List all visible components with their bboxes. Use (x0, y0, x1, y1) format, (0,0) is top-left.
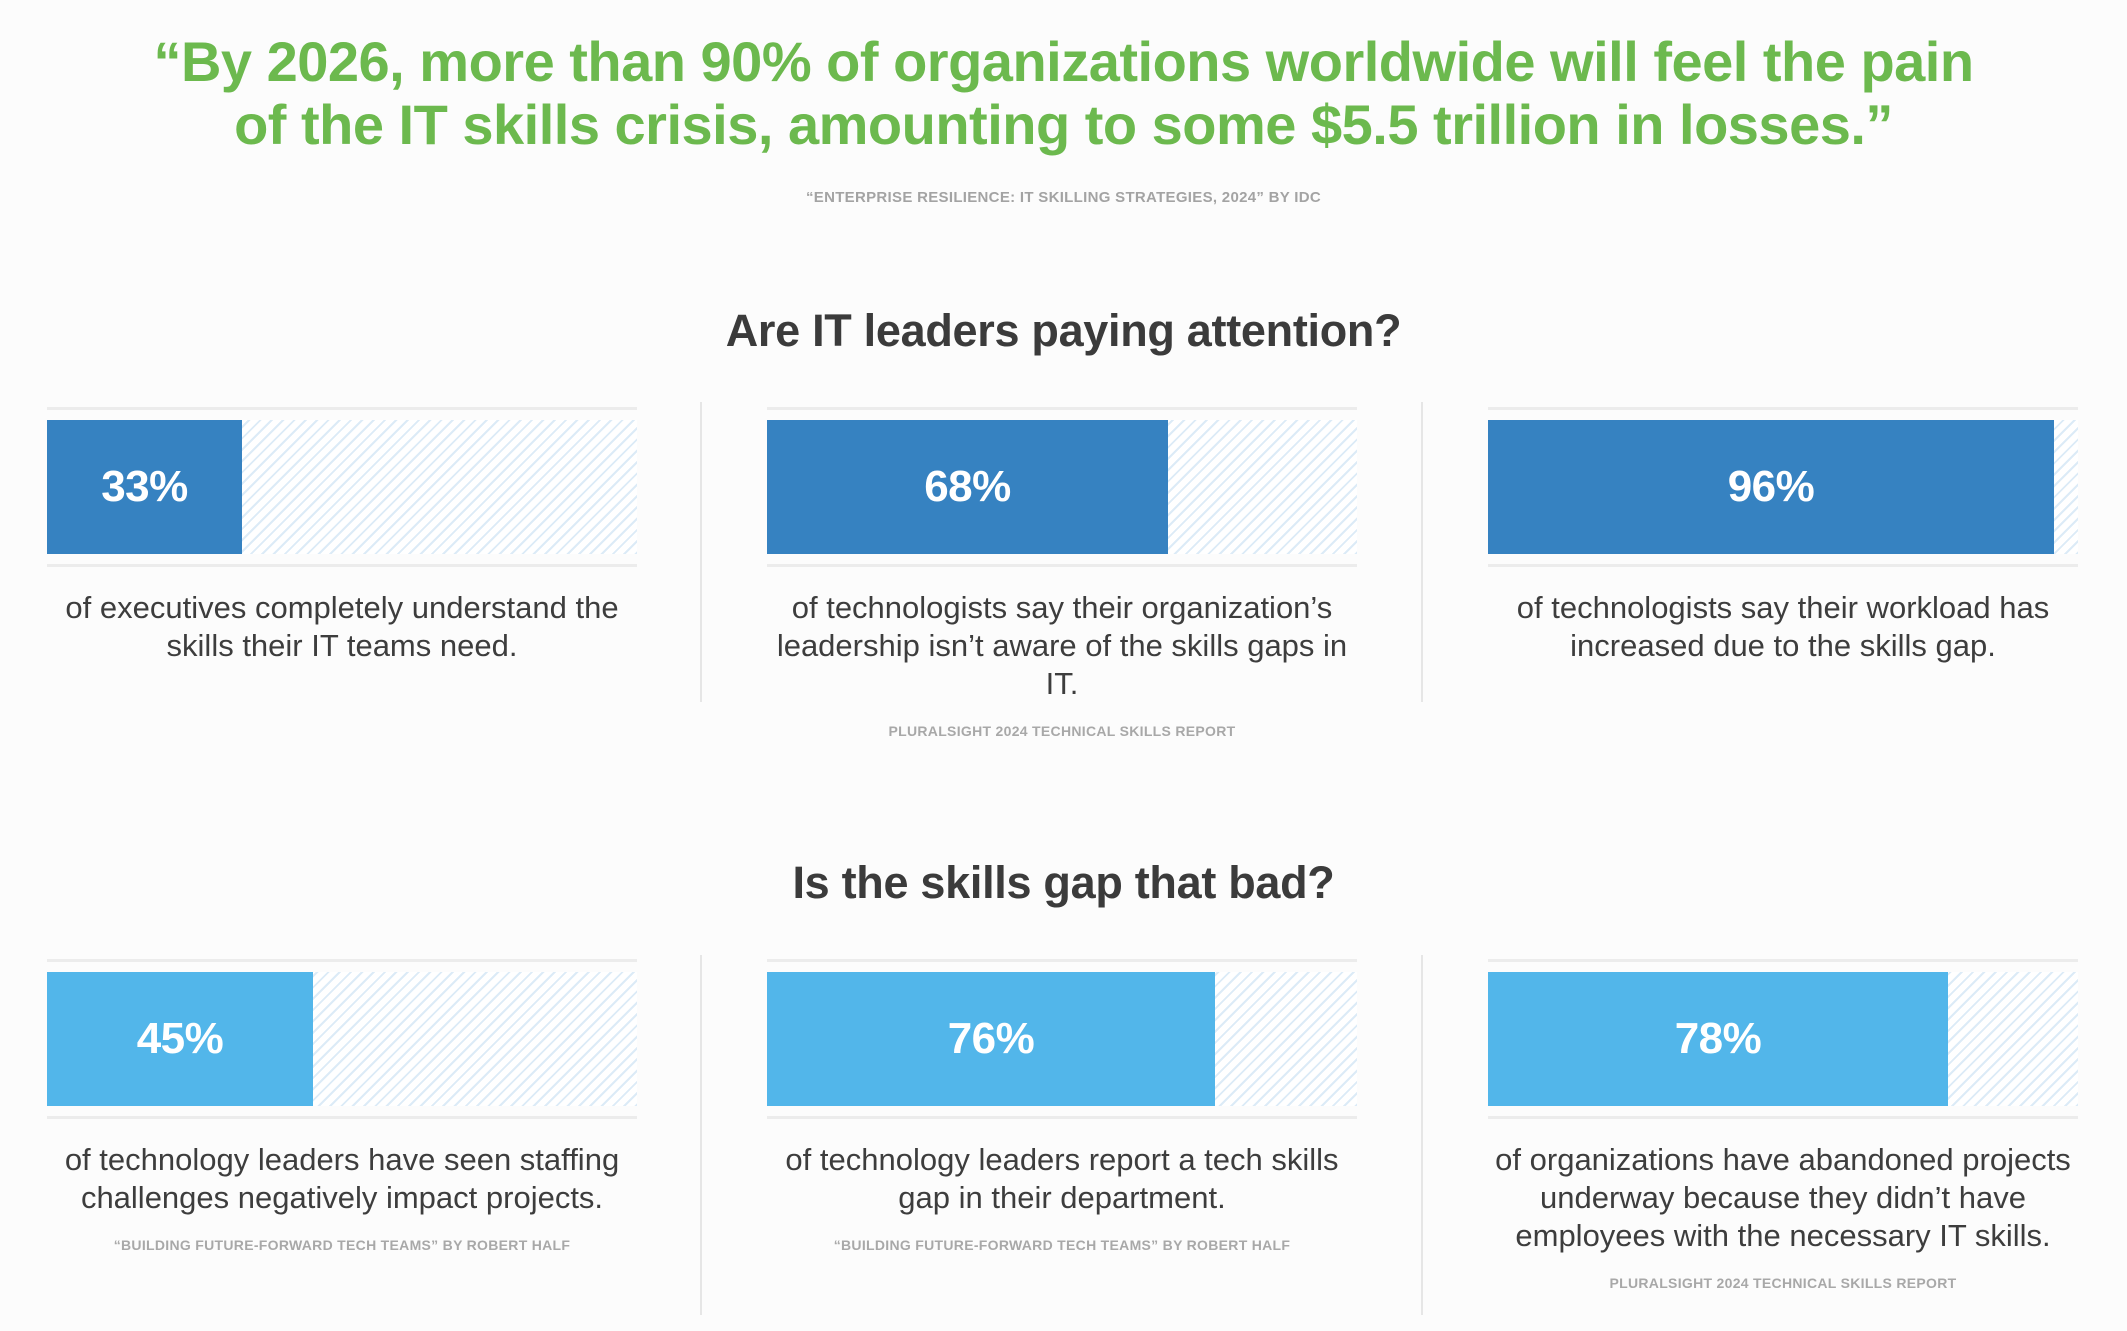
bar-container: 76% (767, 959, 1357, 1119)
stat-description: of technologists say their workload has … (1516, 590, 2050, 663)
stat-source: PLURALSIGHT 2024 TECHNICAL SKILLS REPORT (1609, 1275, 1957, 1291)
bar-track: 68% (767, 420, 1357, 554)
bar-fill: 96% (1488, 420, 2054, 554)
bar-fill: 45% (47, 972, 313, 1106)
bar-container: 68% (767, 407, 1357, 567)
bar-fill: 76% (767, 972, 1215, 1106)
quote-source: “ENTERPRISE RESILIENCE: IT SKILLING STRA… (805, 189, 1322, 206)
bar-value-label: 33% (101, 462, 188, 511)
stat-description: of technology leaders have seen staffing… (64, 1142, 620, 1215)
bar-container: 33% (47, 407, 637, 567)
divider (1421, 402, 1423, 702)
bar-value-label: 45% (136, 1014, 224, 1063)
stat-source: “BUILDING FUTURE-FORWARD TECH TEAMS” BY … (113, 1237, 571, 1253)
headline-quote: “By 2026, more than 90% of organizations… (0, 30, 2127, 156)
divider (1421, 955, 1423, 1315)
stat-card: 78% of organizations have abandoned proj… (1488, 959, 2078, 1291)
section-title-skills-gap: Is the skills gap that bad? (792, 857, 1335, 908)
stat-card: 96% of technologists say their workload … (1488, 407, 2078, 665)
stat-description: of executives completely understand the … (65, 590, 619, 663)
bar-value-label: 96% (1727, 462, 1815, 511)
quote-line-1: “By 2026, more than 90% of organizations… (153, 30, 1974, 93)
bar-fill: 33% (47, 420, 242, 554)
divider (700, 402, 702, 702)
bar-fill: 68% (767, 420, 1168, 554)
bar-value-label: 68% (924, 462, 1011, 511)
stat-card: 76% of technology leaders report a tech … (767, 959, 1357, 1253)
bar-track: 78% (1488, 972, 2078, 1106)
bar-fill: 78% (1488, 972, 1948, 1106)
bar-container: 78% (1488, 959, 2078, 1119)
bar-track: 33% (47, 420, 637, 554)
bar-container: 45% (47, 959, 637, 1119)
bar-value-label: 76% (947, 1014, 1035, 1063)
stat-source: “BUILDING FUTURE-FORWARD TECH TEAMS” BY … (833, 1237, 1291, 1253)
bar-track: 45% (47, 972, 637, 1106)
stat-description: of technologists say their organization’… (776, 590, 1348, 701)
bar-container: 96% (1488, 407, 2078, 567)
section-title-attention: Are IT leaders paying attention? (725, 305, 1402, 356)
stat-description: of organizations have abandoned projects… (1495, 1142, 2071, 1253)
stat-description: of technology leaders report a tech skil… (785, 1142, 1339, 1215)
stat-source: PLURALSIGHT 2024 TECHNICAL SKILLS REPORT (888, 723, 1236, 739)
divider (700, 955, 702, 1315)
bar-track: 76% (767, 972, 1357, 1106)
stat-card: 45% of technology leaders have seen staf… (47, 959, 637, 1253)
bar-value-label: 78% (1674, 1014, 1762, 1063)
stat-card: 33% of executives completely understand … (47, 407, 637, 665)
stat-card: 68% of technologists say their organizat… (767, 407, 1357, 739)
bar-track: 96% (1488, 420, 2078, 554)
quote-line-2: of the IT skills crisis, amounting to so… (234, 93, 1893, 156)
